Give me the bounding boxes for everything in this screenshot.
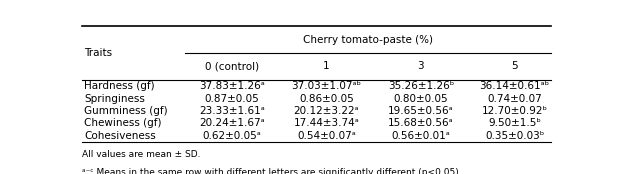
Text: 17.44±3.74ᵃ: 17.44±3.74ᵃ xyxy=(294,118,360,128)
Text: 20.24±1.67ᵃ: 20.24±1.67ᵃ xyxy=(200,118,265,128)
Text: 23.33±1.61ᵃ: 23.33±1.61ᵃ xyxy=(200,106,265,116)
Text: Traits: Traits xyxy=(85,48,112,58)
Text: 0.74±0.07: 0.74±0.07 xyxy=(487,93,542,104)
Text: 35.26±1.26ᵇ: 35.26±1.26ᵇ xyxy=(387,81,454,91)
Text: Cherry tomato-paste (%): Cherry tomato-paste (%) xyxy=(303,35,433,45)
Text: 20.12±3.22ᵃ: 20.12±3.22ᵃ xyxy=(294,106,359,116)
Text: 0.87±0.05: 0.87±0.05 xyxy=(205,93,260,104)
Text: 19.65±0.56ᵃ: 19.65±0.56ᵃ xyxy=(388,106,454,116)
Text: 37.03±1.07ᵃᵇ: 37.03±1.07ᵃᵇ xyxy=(292,81,362,91)
Text: Cohesiveness: Cohesiveness xyxy=(85,131,156,141)
Text: 1: 1 xyxy=(323,61,330,72)
Text: 9.50±1.5ᵇ: 9.50±1.5ᵇ xyxy=(488,118,541,128)
Text: 0.62±0.05ᵃ: 0.62±0.05ᵃ xyxy=(203,131,261,141)
Text: Springiness: Springiness xyxy=(85,93,145,104)
Text: 36.14±0.61ᵃᵇ: 36.14±0.61ᵃᵇ xyxy=(480,81,549,91)
Text: 0.56±0.01ᵃ: 0.56±0.01ᵃ xyxy=(392,131,451,141)
Text: 5: 5 xyxy=(511,61,518,72)
Text: Hardness (gf): Hardness (gf) xyxy=(85,81,155,91)
Text: 0.54±0.07ᵃ: 0.54±0.07ᵃ xyxy=(297,131,356,141)
Text: 37.83±1.26ᵃ: 37.83±1.26ᵃ xyxy=(200,81,265,91)
Text: 0.86±0.05: 0.86±0.05 xyxy=(299,93,354,104)
Text: 12.70±0.92ᵇ: 12.70±0.92ᵇ xyxy=(481,106,548,116)
Text: 0.80±0.05: 0.80±0.05 xyxy=(394,93,448,104)
Text: 0 (control): 0 (control) xyxy=(205,61,260,72)
Text: All values are mean ± SD.: All values are mean ± SD. xyxy=(82,149,200,159)
Text: Gumminess (gf): Gumminess (gf) xyxy=(85,106,168,116)
Text: 0.35±0.03ᵇ: 0.35±0.03ᵇ xyxy=(485,131,544,141)
Text: ᵃ⁻ᶜ Means in the same row with different letters are significantly different (p<: ᵃ⁻ᶜ Means in the same row with different… xyxy=(82,168,462,174)
Text: 15.68±0.56ᵃ: 15.68±0.56ᵃ xyxy=(388,118,454,128)
Text: 3: 3 xyxy=(418,61,424,72)
Text: Chewiness (gf): Chewiness (gf) xyxy=(85,118,162,128)
